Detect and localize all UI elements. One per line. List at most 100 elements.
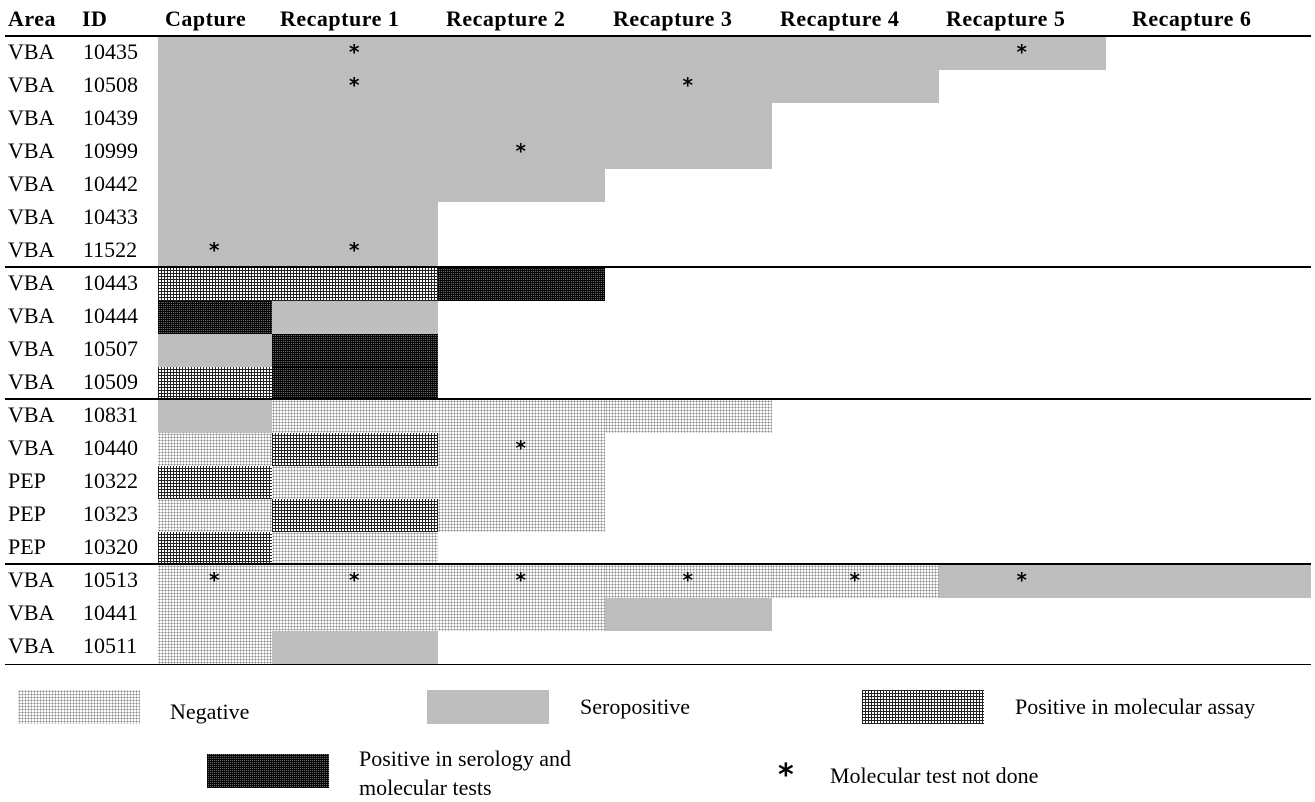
header-recapture-2: Recapture 2 bbox=[446, 6, 566, 31]
group-separator bbox=[5, 398, 1311, 400]
row-id-label: 10509 bbox=[83, 369, 138, 394]
not-done-marker: * bbox=[682, 568, 693, 592]
status-cell-neg bbox=[438, 565, 605, 598]
not-done-marker: * bbox=[349, 568, 360, 592]
row-id-label: 10441 bbox=[83, 600, 138, 625]
status-cell-sero bbox=[605, 70, 772, 103]
row-id-label: 10323 bbox=[83, 501, 138, 526]
header-id: ID bbox=[82, 6, 108, 31]
status-cell-neg bbox=[272, 466, 438, 499]
status-cell-sero bbox=[272, 103, 438, 136]
legend-both-label-line1: Positive in serology and bbox=[359, 746, 572, 771]
status-cell-sero bbox=[158, 70, 272, 103]
row-id-label: 10435 bbox=[83, 39, 138, 64]
status-cell-sero bbox=[772, 37, 939, 70]
status-cell-sero bbox=[158, 235, 272, 268]
row-area-label: VBA bbox=[8, 204, 55, 229]
header-recapture-5: Recapture 5 bbox=[946, 6, 1066, 31]
row-area-label: PEP bbox=[8, 501, 46, 526]
status-cell-sero bbox=[438, 169, 605, 202]
legend-both-label-line2: molecular tests bbox=[359, 775, 492, 800]
infection-status-chart: Area ID Capture Recapture 1 Recapture 2 … bbox=[5, 6, 1311, 665]
status-cell-neg bbox=[158, 433, 272, 466]
status-cell-sero bbox=[605, 136, 772, 169]
row-area-label: VBA bbox=[8, 105, 55, 130]
status-cell-sero bbox=[158, 136, 272, 169]
row-id-label: 10513 bbox=[83, 567, 138, 592]
status-cell-sero bbox=[272, 631, 438, 664]
not-done-marker: * bbox=[849, 568, 860, 592]
status-cell-sero bbox=[272, 301, 438, 334]
row-id-label: 10508 bbox=[83, 72, 138, 97]
row-area-label: PEP bbox=[8, 534, 46, 559]
status-cell-sero bbox=[772, 70, 939, 103]
status-cell-sero bbox=[605, 103, 772, 136]
legend-molecular-swatch bbox=[862, 690, 984, 724]
header-recapture-6: Recapture 6 bbox=[1132, 6, 1252, 31]
status-cell-mol bbox=[158, 532, 272, 565]
not-done-marker: * bbox=[349, 40, 360, 64]
status-cell-neg bbox=[772, 565, 939, 598]
status-cell-neg bbox=[438, 466, 605, 499]
status-cell-sero bbox=[1106, 565, 1311, 598]
status-cell-mol bbox=[158, 466, 272, 499]
status-cell-neg bbox=[438, 433, 605, 466]
header-recapture-1: Recapture 1 bbox=[280, 6, 400, 31]
status-cell-sero bbox=[158, 334, 272, 367]
legend-both-swatch bbox=[207, 754, 329, 788]
status-cell-neg bbox=[272, 400, 438, 433]
status-cell-both bbox=[158, 301, 272, 334]
row-area-label: VBA bbox=[8, 633, 55, 658]
row-id-label: 10507 bbox=[83, 336, 138, 361]
row-id-label: 10999 bbox=[83, 138, 138, 163]
status-cell-mol bbox=[272, 499, 438, 532]
status-cell-mol bbox=[158, 268, 272, 301]
status-cell-both bbox=[272, 334, 438, 367]
row-id-label: 10444 bbox=[83, 303, 138, 328]
status-cell-sero bbox=[158, 202, 272, 235]
status-cell-sero bbox=[158, 169, 272, 202]
status-cell-sero bbox=[272, 37, 438, 70]
not-done-marker: * bbox=[209, 568, 220, 592]
row-id-label: 10439 bbox=[83, 105, 138, 130]
row-area-label: VBA bbox=[8, 567, 55, 592]
row-id-label: 10320 bbox=[83, 534, 138, 559]
status-cell-sero bbox=[939, 565, 1106, 598]
status-cell-sero bbox=[272, 202, 438, 235]
status-cell-sero bbox=[605, 37, 772, 70]
status-cell-neg bbox=[438, 598, 605, 631]
status-cell-both bbox=[438, 268, 605, 301]
not-done-marker: * bbox=[515, 436, 526, 460]
row-area-label: VBA bbox=[8, 171, 55, 196]
status-cell-mol bbox=[272, 268, 438, 301]
group-separator bbox=[5, 266, 1311, 268]
status-cell-sero bbox=[272, 169, 438, 202]
status-cell-both bbox=[272, 367, 438, 400]
legend-molecular-label: Positive in molecular assay bbox=[1015, 694, 1256, 719]
status-cell-sero bbox=[158, 400, 272, 433]
status-cell-sero bbox=[438, 103, 605, 136]
status-cell-sero bbox=[158, 37, 272, 70]
row-id-label: 10322 bbox=[83, 468, 138, 493]
group-separator bbox=[5, 563, 1311, 565]
status-cell-neg bbox=[272, 598, 438, 631]
row-area-label: VBA bbox=[8, 435, 55, 460]
status-cell-neg bbox=[158, 499, 272, 532]
status-cell-sero bbox=[438, 136, 605, 169]
status-cell-sero bbox=[272, 235, 438, 268]
not-done-marker: * bbox=[349, 73, 360, 97]
not-done-marker: * bbox=[515, 139, 526, 163]
status-cell-mol bbox=[272, 433, 438, 466]
status-cell-neg bbox=[605, 565, 772, 598]
row-area-label: VBA bbox=[8, 600, 55, 625]
row-id-label: 10443 bbox=[83, 270, 138, 295]
row-id-label: 11522 bbox=[83, 237, 138, 262]
row-id-label: 10433 bbox=[83, 204, 138, 229]
legend-negative-swatch bbox=[18, 690, 140, 724]
legend-star-symbol: * bbox=[778, 758, 794, 793]
status-cell-neg bbox=[158, 598, 272, 631]
status-cell-neg bbox=[605, 400, 772, 433]
bottom-rule bbox=[5, 664, 1311, 665]
row-area-label: VBA bbox=[8, 39, 55, 64]
row-id-label: 10511 bbox=[83, 633, 138, 658]
